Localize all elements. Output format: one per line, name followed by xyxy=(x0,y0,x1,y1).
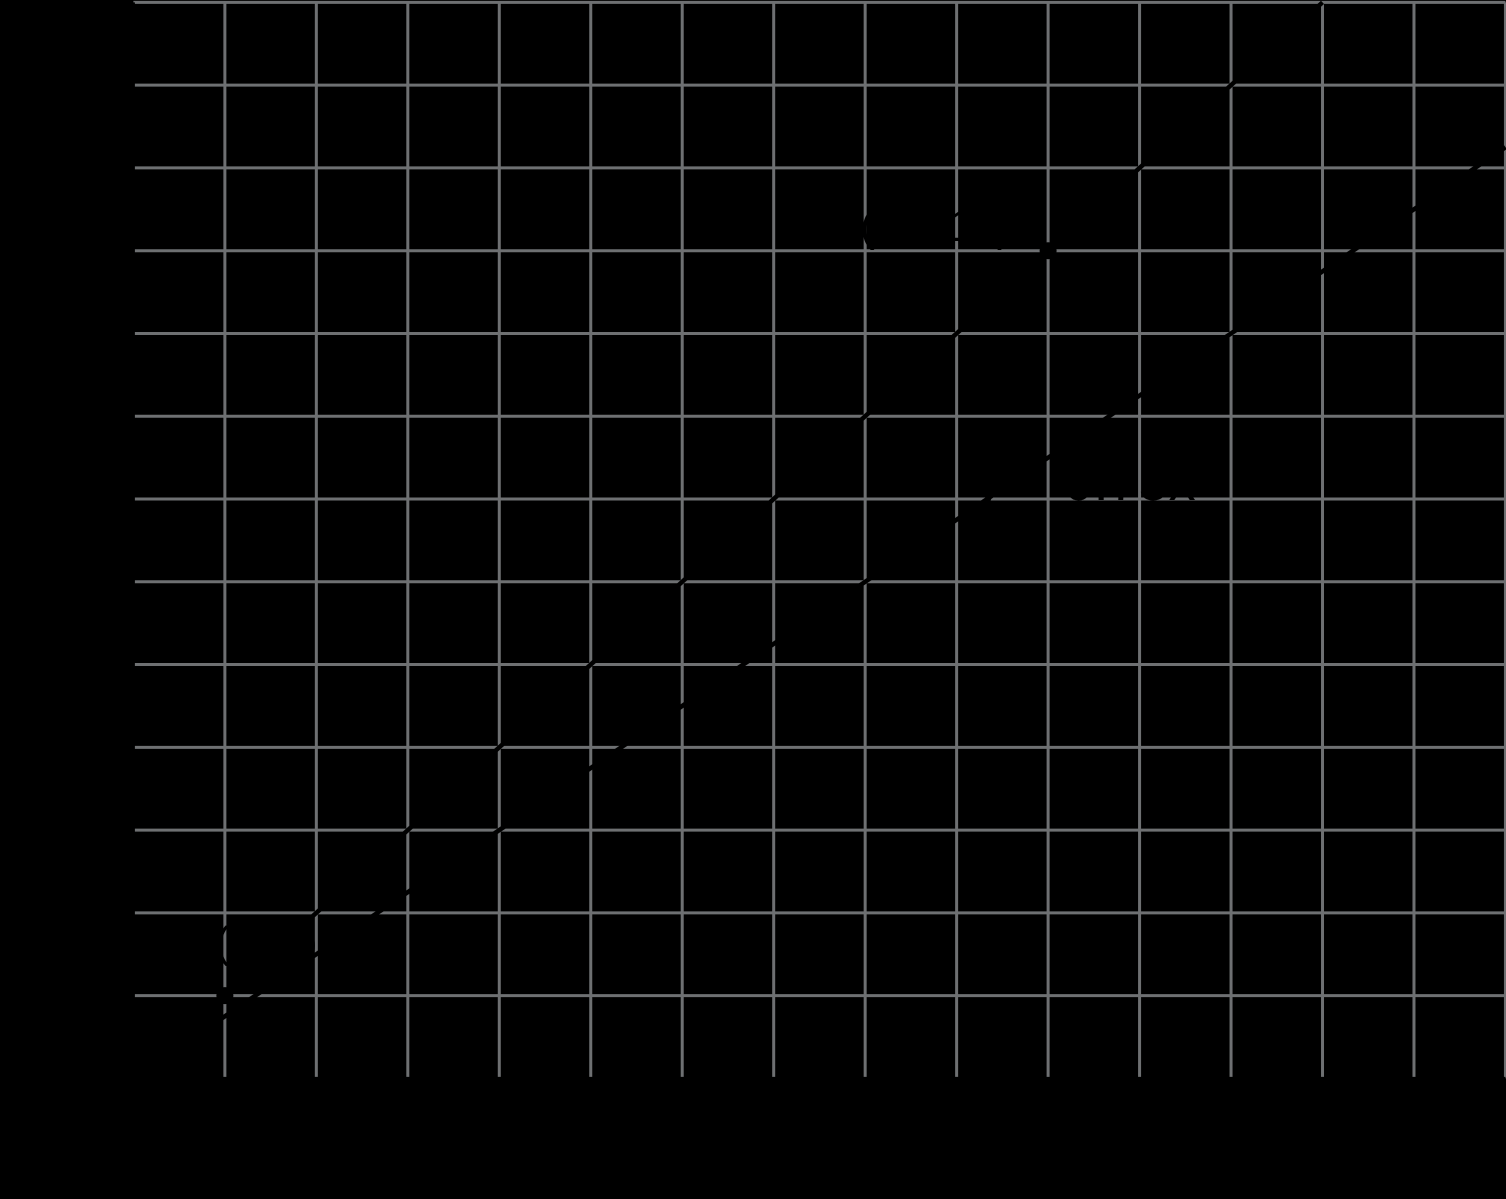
point-10-10 xyxy=(1039,242,1057,260)
point-label-10-10: (10, 10) xyxy=(860,202,1012,251)
line-y-equals-x-arrowhead xyxy=(1306,2,1323,18)
line-y-equals-0.75x-arrowhead xyxy=(1488,147,1506,162)
point-label-1-1: (1, 1) xyxy=(215,918,318,967)
axes xyxy=(131,2,1506,1080)
line-equation-label: y = 0.75x xyxy=(975,452,1196,512)
data-points xyxy=(216,242,1057,1005)
line-y-equals-x xyxy=(131,0,1325,1081)
gridlines xyxy=(133,0,1506,1079)
graph-lines xyxy=(131,0,1506,1081)
line-y-equals-0.75x xyxy=(132,145,1506,1081)
point-1-1 xyxy=(216,987,234,1005)
labels: (1, 1) (10, 10) y = 0.75x xyxy=(215,202,1196,967)
